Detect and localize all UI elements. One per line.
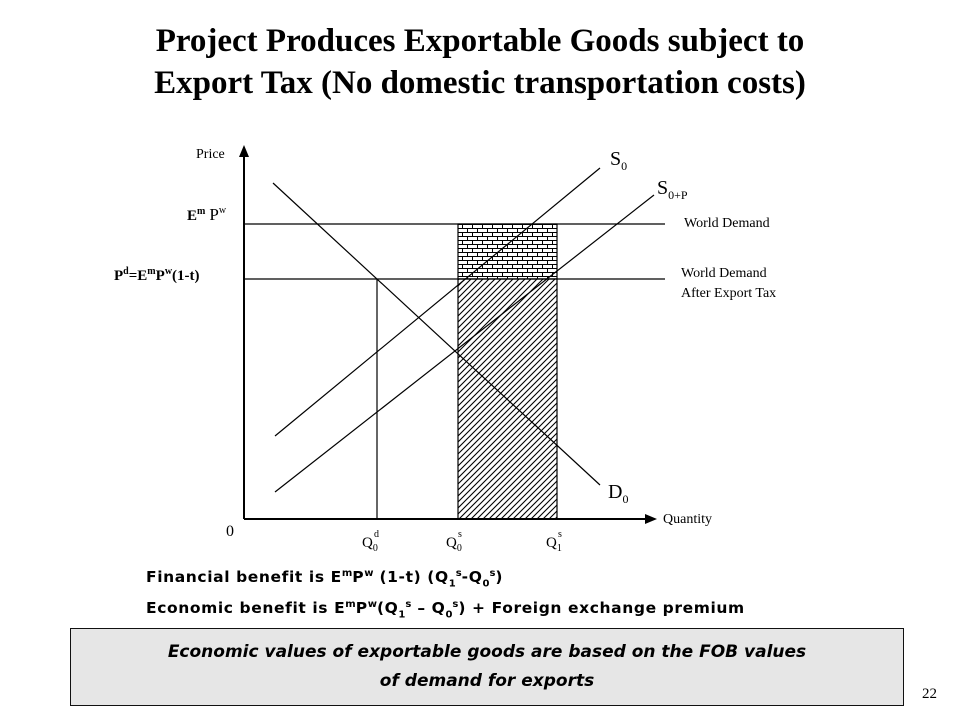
y-axis-label: Price	[196, 147, 225, 162]
fob-note-box: Economic values of exportable goods are …	[70, 628, 904, 706]
price-pd-label: Pd=EmPw(1-t)	[114, 266, 200, 284]
q1s-label: Q1	[546, 535, 562, 554]
q0s-label: Q0	[446, 535, 462, 554]
supply-curve-s0p	[274, 194, 655, 493]
q1s-sup-label: s	[558, 529, 562, 540]
slide-title-line-2: Export Tax (No domestic transportation c…	[154, 65, 806, 101]
world-demand-after-tax-label-line-1: World Demand	[681, 266, 767, 281]
demand-curve-d0	[272, 182, 601, 486]
y-axis-arrow-icon	[239, 145, 249, 157]
slide-title: Project Produces Exportable Goods subjec…	[0, 20, 960, 104]
x-axis-arrow-icon	[645, 514, 657, 524]
page-number: 22	[922, 686, 937, 702]
world-demand-after-tax-label-line-2: After Export Tax	[681, 286, 776, 301]
q0s-sup-label: s	[458, 529, 462, 540]
demand-d0-label: D0	[608, 481, 628, 506]
q0d-label: Q0	[362, 535, 378, 554]
fob-note-line-1: Economic values of exportable goods are …	[167, 642, 807, 662]
supply-curve-s0	[274, 167, 601, 437]
supply-s0-label: S0	[610, 148, 627, 173]
foreign-exchange-premium-area	[457, 223, 558, 280]
fob-note-line-2: of demand for exports	[379, 671, 595, 691]
supply-s0p-label: S0+P	[657, 177, 688, 202]
financial-benefit-text: Financial benefit is EmPw (1-t) (Q1s-Q0s…	[146, 568, 504, 590]
price-em-pw-label: Em Pw	[187, 205, 227, 224]
world-demand-label: World Demand	[684, 216, 770, 231]
slide-title-line-1: Project Produces Exportable Goods subjec…	[155, 23, 805, 59]
origin-label: 0	[226, 523, 234, 540]
economic-benefit-text: Economic benefit is EmPw(Q1s – Q0s) + Fo…	[146, 599, 745, 621]
q0d-sup-label: d	[374, 529, 379, 540]
x-axis-label: Quantity	[663, 512, 712, 527]
